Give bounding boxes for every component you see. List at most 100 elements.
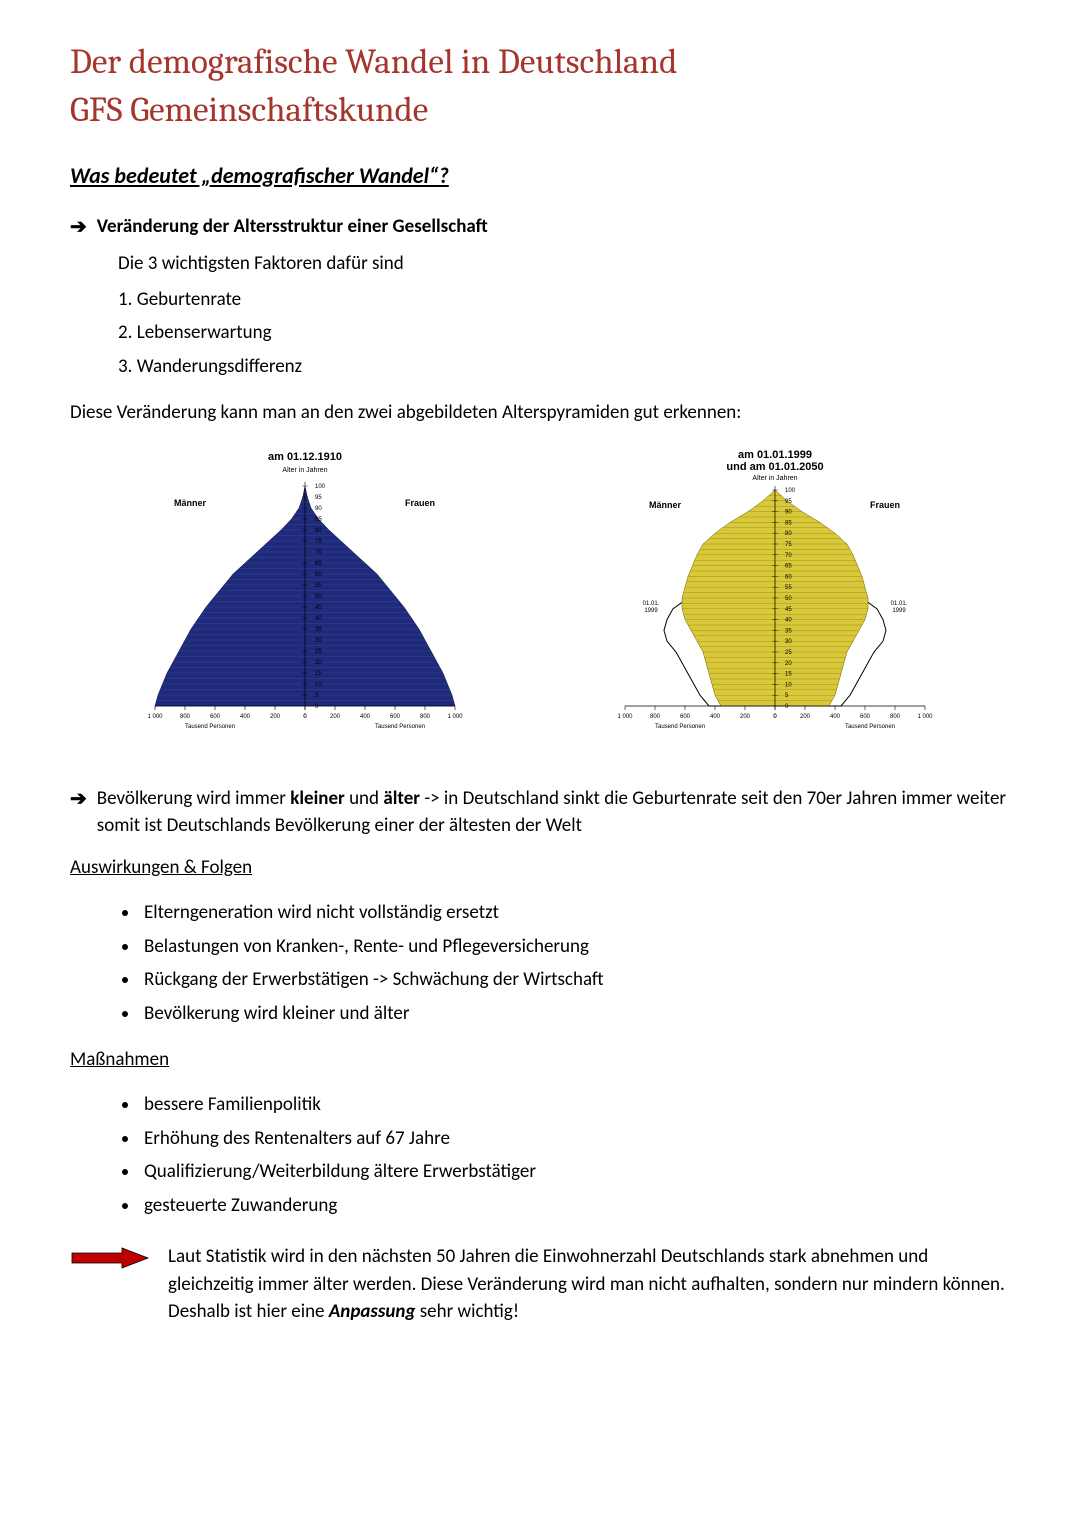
svg-text:100: 100 bbox=[785, 488, 796, 494]
svg-text:1 000: 1 000 bbox=[917, 714, 933, 720]
sub1-list: Elterngeneration wird nicht vollständig … bbox=[70, 899, 1010, 1027]
svg-text:60: 60 bbox=[315, 572, 322, 578]
svg-text:95: 95 bbox=[785, 499, 792, 505]
section-heading: Was bedeutet „demografischer Wandel“? bbox=[70, 160, 1010, 192]
svg-text:600: 600 bbox=[210, 714, 221, 720]
svg-text:1 000: 1 000 bbox=[617, 714, 633, 720]
svg-text:200: 200 bbox=[740, 714, 751, 720]
svg-text:85: 85 bbox=[785, 521, 792, 527]
svg-text:15: 15 bbox=[785, 672, 792, 678]
pyramids-intro: Diese Veränderung kann man an den zwei a… bbox=[70, 399, 1010, 427]
svg-text:60: 60 bbox=[785, 575, 792, 581]
pyramids-row: am 01.12.1910Alter in JahrenMännerFrauen… bbox=[70, 446, 1010, 755]
pyramid-1910: am 01.12.1910Alter in JahrenMännerFrauen… bbox=[115, 446, 495, 755]
svg-text:75: 75 bbox=[785, 542, 792, 548]
conclusion-text: Laut Statistik wird in den nächsten 50 J… bbox=[168, 1243, 1010, 1326]
svg-text:30: 30 bbox=[315, 638, 322, 644]
sub2-heading: Maßnahmen bbox=[70, 1046, 1010, 1074]
svg-text:200: 200 bbox=[800, 714, 811, 720]
page-title-line2: GFS Gemeinschaftskunde bbox=[70, 88, 1010, 132]
svg-text:10: 10 bbox=[315, 682, 322, 688]
list-item: bessere Familienpolitik bbox=[140, 1091, 1010, 1119]
page-title-line1: Der demografische Wandel in Deutschland bbox=[70, 40, 1010, 84]
svg-text:Tausend Personen: Tausend Personen bbox=[375, 724, 425, 730]
svg-text:800: 800 bbox=[650, 714, 661, 720]
svg-text:1999: 1999 bbox=[644, 608, 658, 614]
svg-text:0: 0 bbox=[773, 714, 777, 720]
svg-text:200: 200 bbox=[330, 714, 341, 720]
arrow-right-icon: ➔ bbox=[70, 213, 87, 242]
svg-text:70: 70 bbox=[315, 550, 322, 556]
arrow2-pre: Bevölkerung wird immer bbox=[97, 787, 290, 810]
svg-text:400: 400 bbox=[830, 714, 841, 720]
svg-text:Tausend Personen: Tausend Personen bbox=[845, 724, 895, 730]
svg-text:50: 50 bbox=[315, 594, 322, 600]
svg-text:600: 600 bbox=[390, 714, 401, 720]
svg-text:Frauen: Frauen bbox=[870, 500, 900, 510]
list-item: gesteuerte Zuwanderung bbox=[140, 1192, 1010, 1220]
svg-text:600: 600 bbox=[680, 714, 691, 720]
svg-text:40: 40 bbox=[315, 616, 322, 622]
svg-text:0: 0 bbox=[303, 714, 307, 720]
list-item: Belastungen von Kranken-, Rente- und Pfl… bbox=[140, 933, 1010, 961]
svg-text:30: 30 bbox=[785, 639, 792, 645]
list-item: Elterngeneration wird nicht vollständig … bbox=[140, 899, 1010, 927]
svg-text:20: 20 bbox=[315, 660, 322, 666]
svg-text:45: 45 bbox=[315, 605, 322, 611]
svg-text:01.01.: 01.01. bbox=[643, 601, 660, 607]
svg-text:600: 600 bbox=[860, 714, 871, 720]
svg-text:75: 75 bbox=[315, 539, 322, 545]
svg-text:200: 200 bbox=[270, 714, 281, 720]
arrow1-text: Veränderung der Altersstruktur einer Ges… bbox=[97, 213, 488, 241]
svg-text:25: 25 bbox=[785, 650, 792, 656]
red-arrow-icon bbox=[70, 1247, 150, 1269]
factor-2: 2. Lebenserwartung bbox=[118, 319, 1010, 347]
svg-text:40: 40 bbox=[785, 618, 792, 624]
svg-text:50: 50 bbox=[785, 596, 792, 602]
svg-text:35: 35 bbox=[315, 627, 322, 633]
svg-text:800: 800 bbox=[180, 714, 191, 720]
svg-text:90: 90 bbox=[785, 510, 792, 516]
svg-text:Alter in Jahren: Alter in Jahren bbox=[752, 475, 797, 482]
conclusion-block: Laut Statistik wird in den nächsten 50 J… bbox=[70, 1243, 1010, 1326]
svg-text:100: 100 bbox=[315, 484, 326, 490]
arrow-bullet-2: ➔ Bevölkerung wird immer kleiner und ält… bbox=[70, 785, 1010, 840]
svg-text:1 000: 1 000 bbox=[147, 714, 163, 720]
svg-text:90: 90 bbox=[315, 506, 322, 512]
pyramid-1999-2050: am 01.01.1999und am 01.01.2050Alter in J… bbox=[585, 446, 965, 755]
svg-text:10: 10 bbox=[785, 683, 792, 689]
conclusion-post: sehr wichtig! bbox=[415, 1300, 519, 1323]
svg-text:Tausend Personen: Tausend Personen bbox=[655, 724, 705, 730]
svg-text:15: 15 bbox=[315, 671, 322, 677]
svg-text:20: 20 bbox=[785, 661, 792, 667]
svg-text:01.01.: 01.01. bbox=[891, 601, 908, 607]
svg-text:25: 25 bbox=[315, 649, 322, 655]
svg-text:65: 65 bbox=[315, 561, 322, 567]
list-item: Rückgang der Erwerbstätigen -> Schwächun… bbox=[140, 966, 1010, 994]
svg-text:Alter in Jahren: Alter in Jahren bbox=[282, 467, 327, 474]
svg-text:80: 80 bbox=[785, 531, 792, 537]
svg-text:Frauen: Frauen bbox=[405, 498, 435, 508]
conclusion-pre: Laut Statistik wird in den nächsten 50 J… bbox=[168, 1245, 1005, 1323]
svg-text:65: 65 bbox=[785, 564, 792, 570]
sub2-list: bessere Familienpolitik Erhöhung des Ren… bbox=[70, 1091, 1010, 1219]
svg-text:800: 800 bbox=[420, 714, 431, 720]
arrow-right-icon: ➔ bbox=[70, 785, 87, 814]
svg-text:55: 55 bbox=[315, 583, 322, 589]
svg-text:Tausend Personen: Tausend Personen bbox=[185, 724, 235, 730]
svg-text:400: 400 bbox=[360, 714, 371, 720]
svg-text:400: 400 bbox=[710, 714, 721, 720]
svg-text:400: 400 bbox=[240, 714, 251, 720]
svg-text:85: 85 bbox=[315, 517, 322, 523]
svg-text:800: 800 bbox=[890, 714, 901, 720]
arrow2-bold2: älter bbox=[383, 787, 420, 810]
svg-text:35: 35 bbox=[785, 629, 792, 635]
svg-text:am 01.01.1999: am 01.01.1999 bbox=[738, 449, 812, 461]
factor-3: 3. Wanderungsdifferenz bbox=[118, 353, 1010, 381]
arrow2-mid: und bbox=[345, 787, 384, 810]
list-item: Bevölkerung wird kleiner und älter bbox=[140, 1000, 1010, 1028]
arrow-bullet-1: ➔ Veränderung der Altersstruktur einer G… bbox=[70, 213, 1010, 242]
list-item: Erhöhung des Rentenalters auf 67 Jahre bbox=[140, 1125, 1010, 1153]
sub1-heading: Auswirkungen & Folgen bbox=[70, 854, 1010, 882]
list-item: Qualifizierung/Weiterbildung ältere Erwe… bbox=[140, 1158, 1010, 1186]
